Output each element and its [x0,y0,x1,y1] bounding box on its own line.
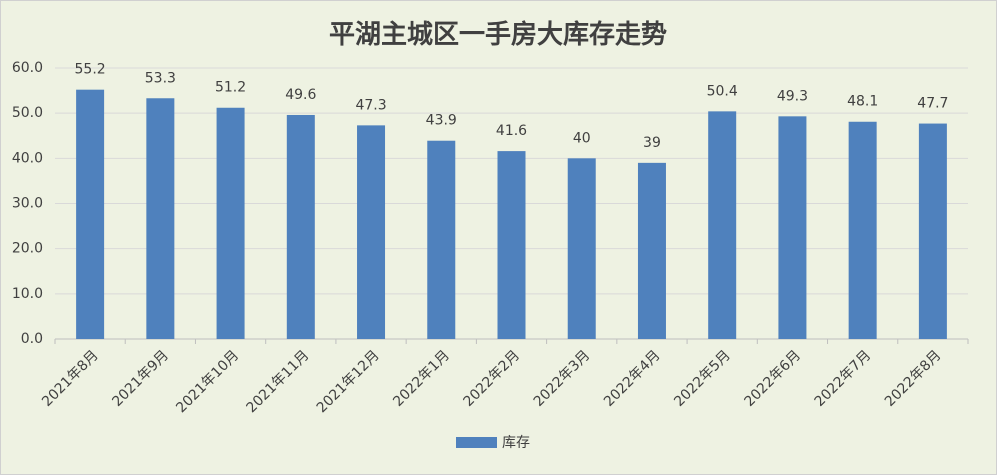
chart-title: 平湖主城区一手房大库存走势 [329,20,667,50]
y-tick-label: 20.0 [12,241,43,257]
y-tick-label: 40.0 [12,150,43,166]
y-tick-label: 30.0 [12,196,43,212]
bar [357,125,386,339]
data-label: 41.6 [496,123,527,139]
bar [778,116,807,339]
data-label: 51.2 [215,80,246,96]
data-label: 55.2 [75,62,106,78]
data-label: 48.1 [847,94,878,110]
y-tick-label: 60.0 [12,60,43,76]
y-tick-label: 0.0 [21,331,43,347]
data-label: 40 [573,130,591,146]
legend-label: 库存 [502,435,530,451]
y-tick-label: 10.0 [12,286,43,302]
bar [286,114,315,340]
data-label: 39 [643,135,661,151]
bar [637,162,666,339]
data-label: 53.3 [145,70,176,86]
bar [427,140,456,339]
y-tick-label: 50.0 [12,105,43,121]
bar [497,151,526,339]
bar [216,107,245,339]
data-label: 49.3 [777,88,808,104]
bar [76,89,105,340]
data-label: 50.4 [707,83,738,99]
data-label: 49.6 [285,87,316,103]
bar [146,98,175,340]
data-label: 47.7 [917,96,948,112]
bar [918,123,947,340]
data-label: 47.3 [355,97,386,113]
bar [708,111,737,339]
legend-swatch [456,437,497,448]
data-label: 43.9 [426,113,457,129]
bar [567,158,596,339]
bar [848,121,877,339]
